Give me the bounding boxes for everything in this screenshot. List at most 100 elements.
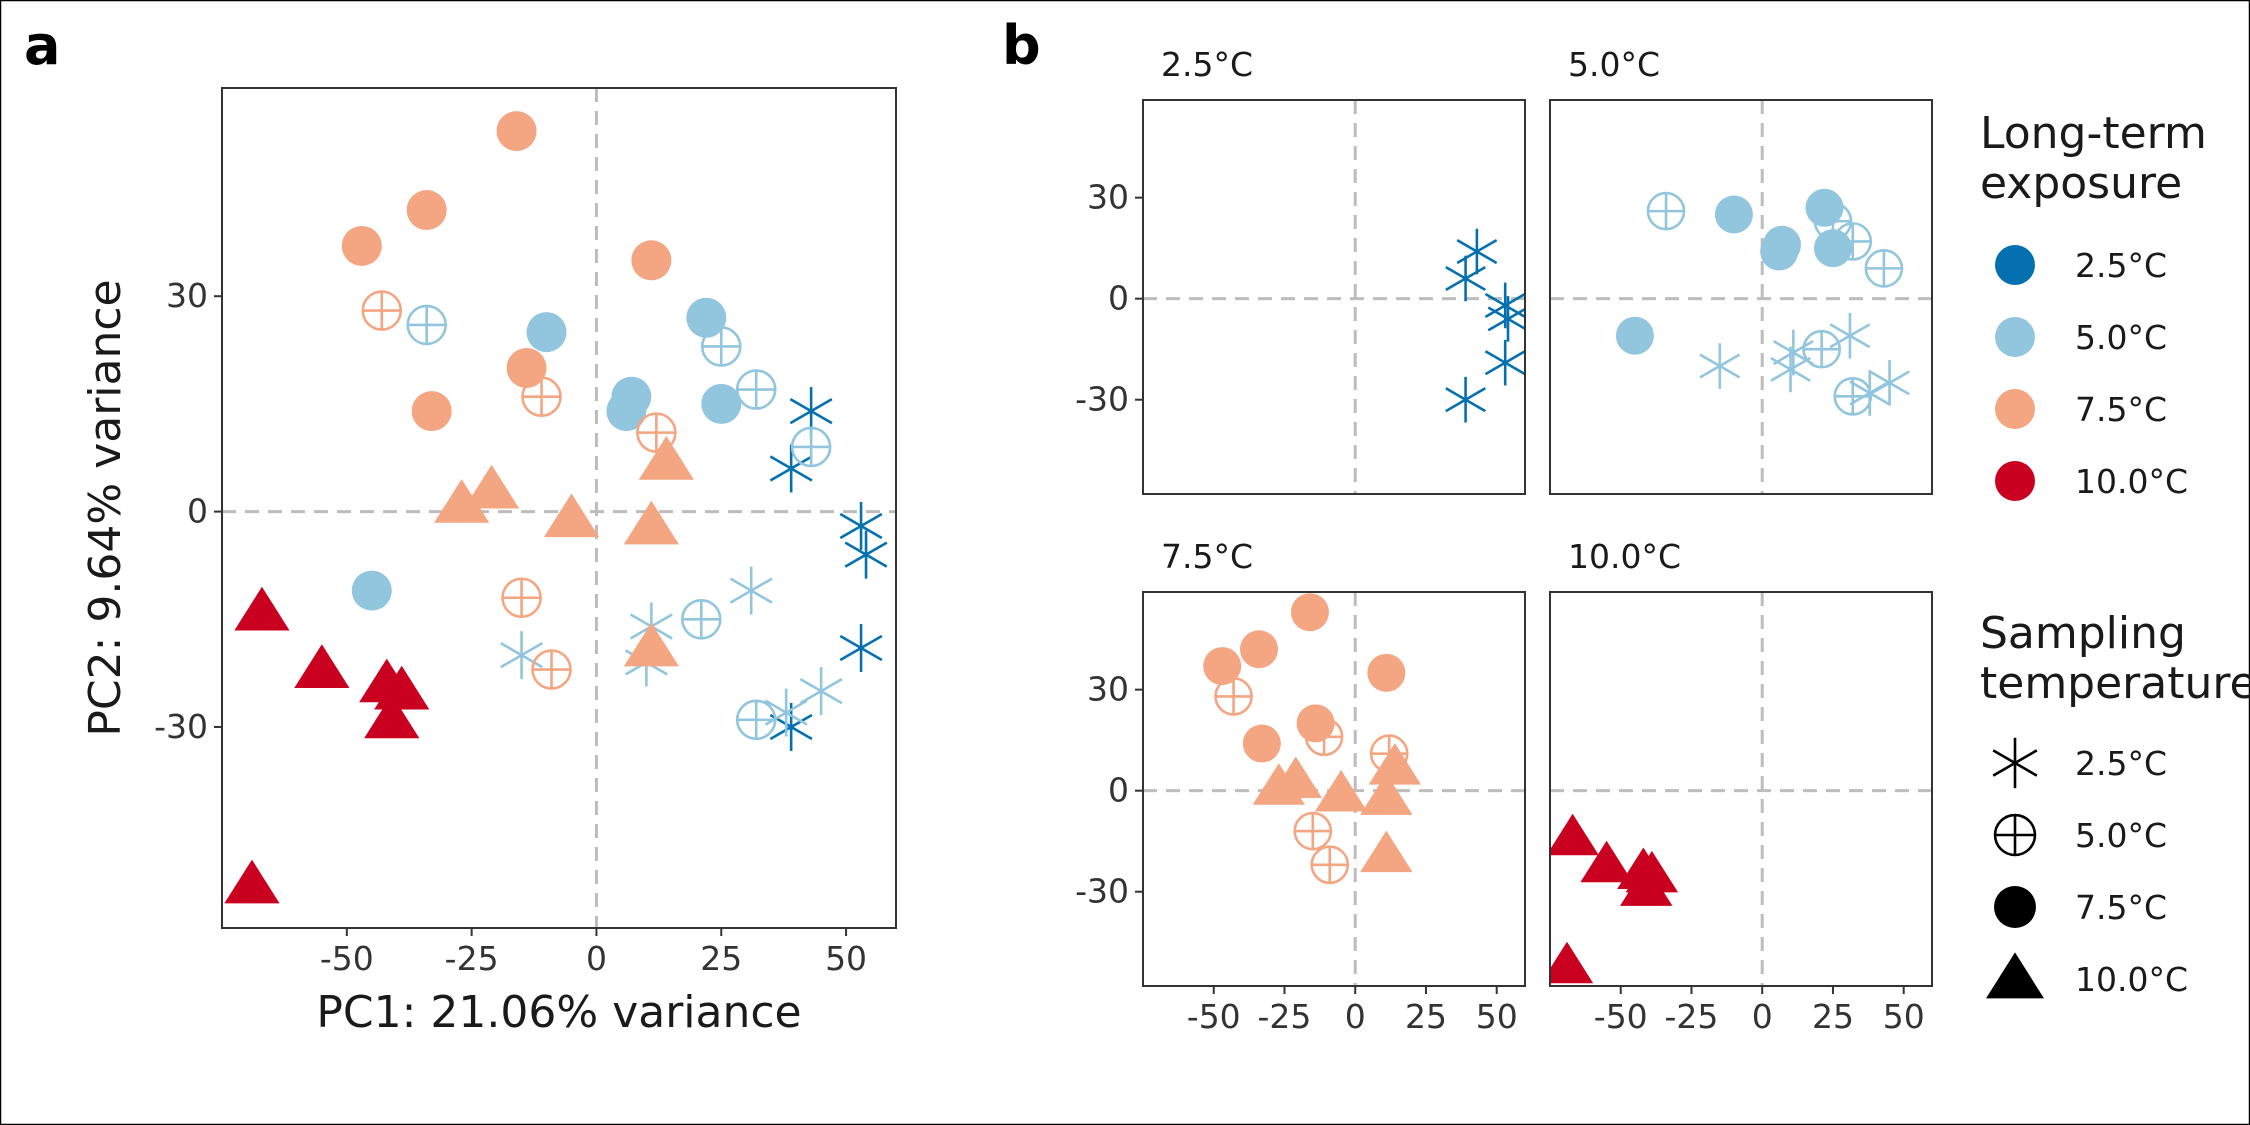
data-point (1619, 864, 1673, 906)
legend-color-label: 7.5°C (2075, 390, 2167, 429)
data-point (1487, 296, 1525, 342)
panel-a-points (224, 111, 888, 904)
color-legend-title-line-2: exposure (1980, 158, 2182, 209)
data-point (1369, 734, 1409, 773)
data-point (1770, 346, 1811, 393)
data-point (1869, 360, 1910, 406)
data-point (361, 290, 403, 331)
data-point (638, 436, 694, 480)
facet-strip-label: 7.5°C (1161, 537, 1253, 576)
data-point (294, 644, 350, 688)
panel-a-y-axis-title: PC2: 9.64% variance (80, 279, 131, 736)
x-tick-label: -50 (320, 939, 374, 978)
data-point (1833, 376, 1873, 416)
facet-frame (1549, 99, 1933, 495)
data-point (844, 530, 888, 579)
data-point (1304, 717, 1344, 757)
facet-frame (1142, 591, 1526, 987)
legend-shape-key (1986, 952, 2044, 999)
data-point (799, 667, 843, 716)
x-tick-label: 25 (1405, 997, 1447, 1036)
data-point (839, 624, 883, 672)
x-tick-label: -25 (1258, 997, 1312, 1036)
panel-b: b 2.5°C -30 0 30 5.0°C 7.5°C -50 -25 0 25 50 -30 0 30… (1002, 14, 1933, 1036)
x-tick-label: 50 (1883, 997, 1925, 1036)
shape-legend-title-line-2: temperature (1980, 658, 2250, 709)
data-point (434, 479, 490, 523)
data-point (1760, 232, 1799, 271)
data-point (1445, 255, 1486, 302)
color-legend-items: 2.5°C 5.0°C 7.5°C 10.0°C (1995, 245, 2188, 501)
legend-color-key (1995, 317, 2035, 357)
data-point (1290, 593, 1329, 632)
panel-b-facets: 2.5°C -30 0 30 5.0°C 7.5°C -50 -25 0 25 50 -30 0 30 10… (1075, 45, 1933, 1036)
facet-frame (1142, 99, 1526, 495)
facet-points (1445, 228, 1525, 423)
data-point (234, 586, 290, 631)
data-point (1813, 201, 1853, 241)
data-point (1829, 312, 1871, 359)
data-point (735, 369, 777, 410)
x-tick-label: -25 (445, 939, 499, 978)
legend-color-key (1995, 461, 2035, 501)
panel-a: a -50 -25 0 25 50 -30 0 30 PC1: 21.06% varianc… (24, 14, 897, 1038)
data-point (1456, 228, 1498, 275)
data-point (1802, 329, 1841, 369)
data-point (1367, 653, 1406, 692)
data-point (680, 598, 722, 640)
data-point (1445, 376, 1486, 423)
facet-frame (1549, 591, 1933, 987)
legend-color-key (1995, 389, 2035, 429)
facet-y-ticks: -30 0 30 (1075, 178, 1143, 419)
data-point (501, 577, 542, 619)
x-tick-label: 0 (1752, 997, 1773, 1036)
panel-b-letter: b (1002, 14, 1041, 77)
facet-7.5: 7.5°C -50 -25 0 25 50 -30 0 30 (1075, 537, 1526, 1036)
y-tick-label: 0 (187, 492, 208, 531)
facet-strip-label: 2.5°C (1161, 45, 1253, 84)
data-point (526, 312, 567, 353)
legend-color-label: 10.0°C (2075, 462, 2188, 501)
shape-legend-items: 2.5°C 5.0°C 7.5°C 10.0°C (1986, 737, 2188, 999)
x-tick-label: 0 (586, 939, 607, 978)
data-point (1699, 343, 1741, 389)
data-point (790, 426, 832, 468)
data-point (364, 694, 420, 739)
data-point (1252, 763, 1306, 805)
legend-shape-label: 10.0°C (2075, 960, 2188, 999)
data-point (606, 391, 647, 432)
legend: Long-term exposure 2.5°C 5.0°C 7.5°C 10.0°C… (1980, 108, 2250, 999)
data-point (1360, 773, 1413, 815)
legend-shape-label: 5.0°C (2075, 816, 2167, 855)
data-point (464, 464, 520, 509)
data-point (631, 240, 672, 281)
legend-color-key (1995, 245, 2035, 285)
y-tick-label: 30 (1087, 670, 1129, 709)
facet-points (1203, 593, 1422, 885)
facet-10.0: 10.0°C -50 -25 0 25 50 (1549, 537, 1933, 1036)
data-point (406, 304, 447, 346)
data-point (1833, 222, 1873, 261)
facet-x-ticks: -50 -25 0 25 50 (1187, 986, 1518, 1036)
x-tick-label: 50 (1476, 997, 1518, 1036)
data-point (623, 500, 679, 545)
data-point (701, 383, 742, 424)
legend-shape-key (1994, 886, 2036, 928)
y-tick-label: -30 (1075, 872, 1129, 911)
data-point (1214, 677, 1253, 716)
facet-5.0: 5.0°C (1549, 45, 1933, 495)
data-point (341, 225, 382, 266)
data-point (496, 111, 537, 152)
y-tick-label: 30 (1087, 178, 1129, 217)
data-point (1360, 830, 1413, 873)
x-tick-label: 25 (1812, 997, 1854, 1036)
data-point (1293, 811, 1333, 851)
y-tick-label: 30 (166, 276, 208, 315)
data-point (1314, 770, 1368, 812)
y-tick-label: 0 (1108, 771, 1129, 810)
panel-a-x-ticks: -50 -25 0 25 50 (320, 928, 867, 978)
data-point (1550, 813, 1599, 856)
data-point (531, 649, 572, 690)
facet-y-ticks: -30 0 30 (1075, 670, 1143, 911)
